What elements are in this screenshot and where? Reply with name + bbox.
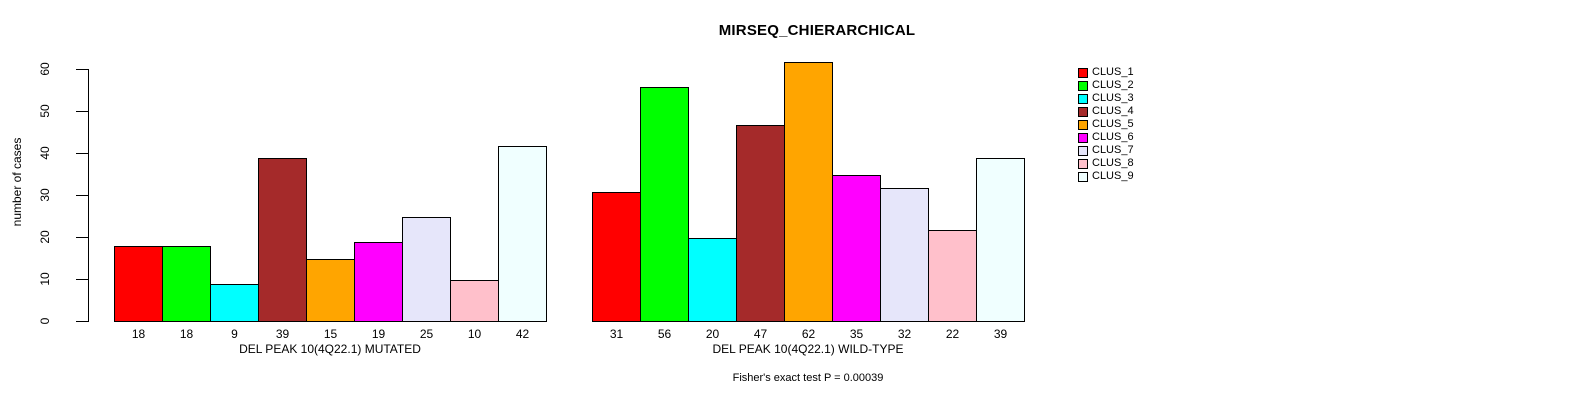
bar-value-label: 42: [515, 327, 530, 341]
y-axis-tick-label: 0: [38, 317, 52, 325]
bar-value-label: 22: [945, 327, 960, 341]
bar-CLUS_7: [402, 217, 451, 322]
legend-swatch-CLUS_9: [1078, 171, 1088, 182]
legend-item-CLUS_8: CLUS_8: [1078, 157, 1134, 170]
legend-item-CLUS_1: CLUS_1: [1078, 66, 1134, 79]
y-axis-tick: [76, 321, 88, 322]
bar-value-label: 62: [801, 327, 816, 341]
legend-swatch-CLUS_3: [1078, 93, 1088, 104]
legend-label-CLUS_2: CLUS_2: [1092, 79, 1134, 91]
legend-label-CLUS_1: CLUS_1: [1092, 66, 1134, 78]
bar-CLUS_5: [306, 259, 355, 322]
x-axis-label-mutated: DEL PEAK 10(4Q22.1) MUTATED: [239, 342, 421, 356]
legend-swatch-CLUS_2: [1078, 80, 1088, 91]
bar-value-label: 19: [371, 327, 386, 341]
bar-CLUS_5: [784, 62, 833, 322]
bar-value-label: 32: [897, 327, 912, 341]
bar-CLUS_3: [210, 284, 259, 322]
y-axis-tick-label: 50: [38, 104, 52, 118]
legend-label-CLUS_6: CLUS_6: [1092, 131, 1134, 143]
bar-value-label: 47: [753, 327, 768, 341]
bar-value-label: 20: [705, 327, 720, 341]
legend-item-CLUS_7: CLUS_7: [1078, 144, 1134, 157]
bar-CLUS_9: [976, 158, 1025, 322]
y-axis-tick: [76, 237, 88, 238]
bar-CLUS_6: [832, 175, 881, 322]
y-axis-tick: [76, 279, 88, 280]
y-axis-tick: [76, 111, 88, 112]
legend-item-CLUS_5: CLUS_5: [1078, 118, 1134, 131]
y-axis-line: [88, 69, 89, 322]
y-axis-tick-label: 20: [38, 230, 52, 244]
legend-label-CLUS_8: CLUS_8: [1092, 157, 1134, 169]
legend-item-CLUS_6: CLUS_6: [1078, 131, 1134, 144]
bar-value-label: 18: [179, 327, 194, 341]
bar-value-label: 15: [323, 327, 338, 341]
bar-value-label: 56: [657, 327, 672, 341]
fisher-test-annotation: Fisher's exact test P = 0.00039: [732, 372, 884, 384]
legend-label-CLUS_3: CLUS_3: [1092, 92, 1134, 104]
bar-value-label: 39: [275, 327, 290, 341]
bar-CLUS_2: [640, 87, 689, 322]
legend-label-CLUS_9: CLUS_9: [1092, 170, 1134, 182]
bar-value-label: 9: [231, 327, 238, 341]
legend-swatch-CLUS_7: [1078, 145, 1088, 156]
legend-item-CLUS_3: CLUS_3: [1078, 92, 1134, 105]
y-axis-tick-label: 60: [38, 62, 52, 76]
bar-CLUS_4: [736, 125, 785, 322]
bar-value-label: 35: [849, 327, 864, 341]
bar-CLUS_7: [880, 188, 929, 322]
legend-swatch-CLUS_5: [1078, 119, 1088, 130]
bar-value-label: 25: [419, 327, 434, 341]
bar-value-label: 31: [609, 327, 624, 341]
bar-CLUS_4: [258, 158, 307, 322]
legend-item-CLUS_4: CLUS_4: [1078, 105, 1134, 118]
chart-title: MIRSEQ_CHIERARCHICAL: [718, 22, 916, 39]
legend-swatch-CLUS_6: [1078, 132, 1088, 143]
bar-CLUS_8: [928, 230, 977, 322]
legend-label-CLUS_5: CLUS_5: [1092, 118, 1134, 130]
y-axis-tick: [76, 195, 88, 196]
y-axis-tick-label: 10: [38, 272, 52, 286]
y-axis-tick: [76, 69, 88, 70]
y-axis-title: number of cases: [10, 137, 24, 227]
legend-label-CLUS_4: CLUS_4: [1092, 105, 1134, 117]
y-axis-tick: [76, 153, 88, 154]
x-axis-label-wild-type: DEL PEAK 10(4Q22.1) WILD-TYPE: [712, 342, 904, 356]
bar-CLUS_6: [354, 242, 403, 322]
legend-item-CLUS_2: CLUS_2: [1078, 79, 1134, 92]
bar-value-label: 39: [993, 327, 1008, 341]
bar-CLUS_3: [688, 238, 737, 322]
bar-CLUS_1: [592, 192, 641, 322]
legend-swatch-CLUS_1: [1078, 67, 1088, 78]
bar-CLUS_2: [162, 246, 211, 322]
legend-label-CLUS_7: CLUS_7: [1092, 144, 1134, 156]
legend-swatch-CLUS_4: [1078, 106, 1088, 117]
y-axis-tick-label: 30: [38, 188, 52, 202]
y-axis-tick-label: 40: [38, 146, 52, 160]
bar-CLUS_9: [498, 146, 547, 322]
legend-item-CLUS_9: CLUS_9: [1078, 170, 1134, 183]
legend-swatch-CLUS_8: [1078, 158, 1088, 169]
bar-CLUS_1: [114, 246, 163, 322]
bar-CLUS_8: [450, 280, 499, 322]
bar-value-label: 18: [131, 327, 146, 341]
bar-value-label: 10: [467, 327, 482, 341]
